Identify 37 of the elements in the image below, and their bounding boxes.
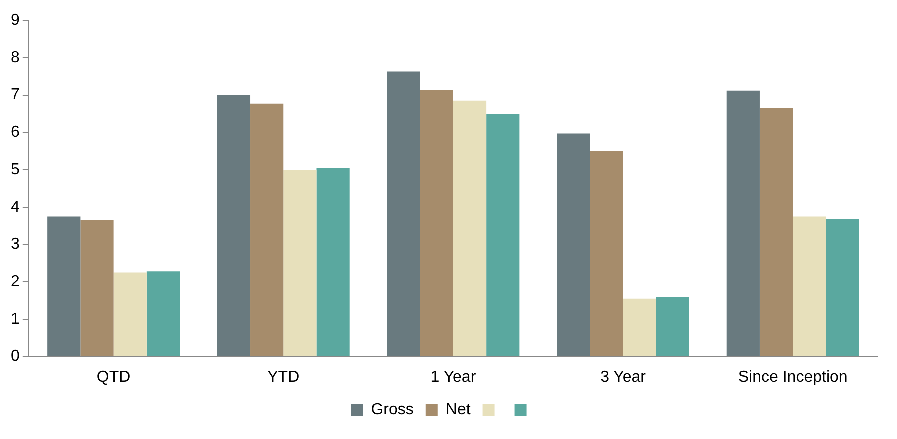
- y-tick-label: 7: [10, 86, 20, 104]
- y-tick-label: 0: [10, 348, 20, 366]
- x-tick-label: YTD: [268, 368, 300, 386]
- bar: [590, 151, 624, 356]
- bar: [250, 104, 284, 356]
- bar: [453, 100, 487, 356]
- y-tick-label: 6: [10, 124, 20, 142]
- y-tick-label: 1: [10, 310, 20, 328]
- y-tick-label: 9: [10, 12, 20, 30]
- x-tick-label: Since Inception: [738, 368, 848, 386]
- legend-label: Gross: [371, 401, 414, 418]
- bar: [420, 90, 454, 356]
- bar: [826, 219, 860, 356]
- y-tick-label: 5: [10, 161, 20, 178]
- bar: [80, 220, 114, 356]
- bar: [486, 114, 520, 356]
- legend-label: Net: [446, 401, 472, 418]
- y-tick-label: 2: [10, 273, 20, 290]
- bar: [114, 272, 147, 356]
- bar: [793, 216, 826, 356]
- bar: [557, 134, 590, 356]
- bar: [316, 168, 350, 356]
- bar: [656, 297, 690, 356]
- bar: [387, 72, 420, 356]
- y-tick-label: 4: [10, 198, 20, 216]
- y-tick-label: 3: [10, 236, 20, 254]
- bar: [284, 170, 317, 356]
- bar: [48, 216, 81, 356]
- x-tick-label: 3 Year: [600, 368, 647, 386]
- bar: [726, 90, 760, 356]
- bar: [146, 272, 180, 356]
- x-tick-label: 1 Year: [430, 368, 477, 386]
- bar: [217, 95, 251, 356]
- y-tick-label: 8: [10, 49, 20, 66]
- bar: [760, 108, 794, 356]
- x-tick-label: QTD: [96, 368, 131, 386]
- bar: [623, 298, 656, 356]
